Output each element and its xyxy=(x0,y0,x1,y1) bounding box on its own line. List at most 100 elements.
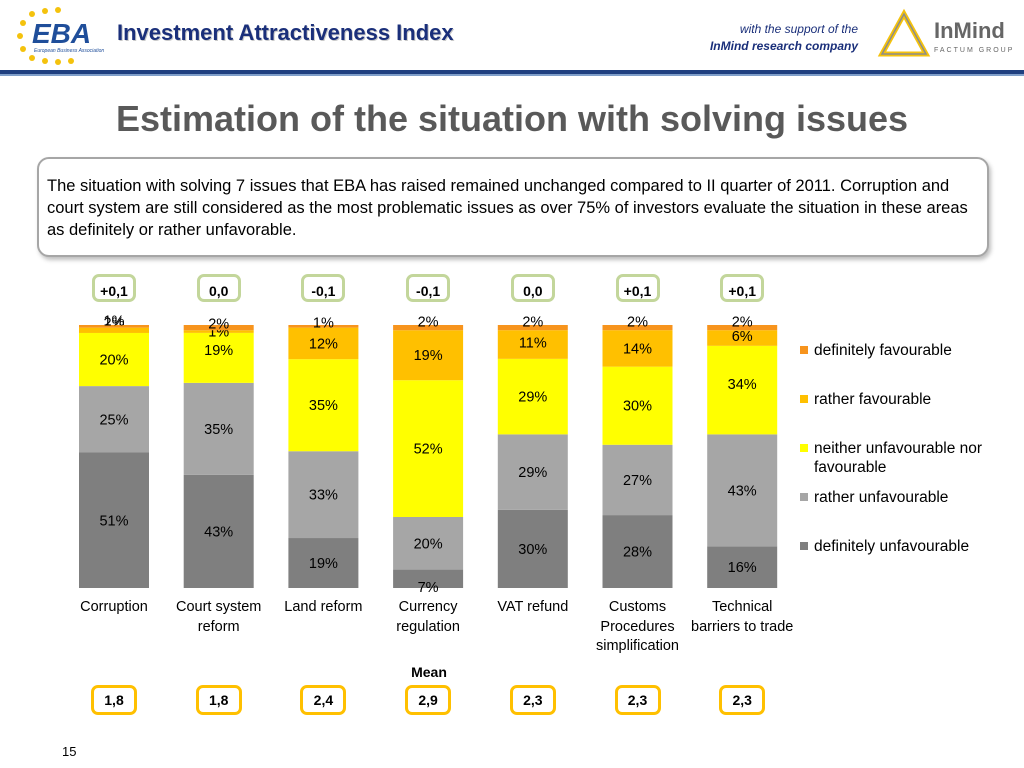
change-badge: 0,0 xyxy=(196,274,241,302)
mean-badge: 1,8 xyxy=(195,685,242,715)
data-label: 43% xyxy=(204,524,233,540)
inmind-logo: InMind FACTUM GROUP xyxy=(876,8,1022,62)
bar-segment xyxy=(79,325,149,328)
change-badge: +0,1 xyxy=(615,274,660,302)
category-label: Currency regulation xyxy=(396,599,460,635)
bar-segment xyxy=(288,327,359,360)
data-label: 28% xyxy=(623,545,652,561)
data-label: 35% xyxy=(309,398,338,414)
change-badge: +0,1 xyxy=(92,274,136,302)
bar-segment xyxy=(79,327,149,333)
bar-segment xyxy=(79,386,149,453)
data-label: 30% xyxy=(518,542,547,558)
header-title: Investment Attractiveness Index xyxy=(117,20,454,45)
summary-box xyxy=(37,157,989,257)
slide-number: 15 xyxy=(62,744,77,759)
data-label: 51% xyxy=(99,513,128,529)
data-label: 2% xyxy=(732,315,753,331)
data-label: 11% xyxy=(519,336,547,352)
data-label: 2% xyxy=(418,315,439,331)
bar-segment xyxy=(602,515,673,588)
svg-text:InMind: InMind xyxy=(934,18,1005,43)
category-label: Land reform xyxy=(284,599,363,615)
bar-segment xyxy=(602,444,673,516)
mean-label: Mean xyxy=(411,664,447,680)
bar-segment xyxy=(497,509,568,588)
legend-swatch xyxy=(800,346,808,354)
bar-segment xyxy=(707,330,778,346)
bar-segment xyxy=(79,452,149,588)
bar-segment xyxy=(497,434,568,510)
summary-text: The situation with solving 7 issues that… xyxy=(47,177,968,239)
legend-swatch xyxy=(800,395,808,403)
bar-segment xyxy=(288,359,359,452)
data-label: 14% xyxy=(623,341,652,357)
change-badge: -0,1 xyxy=(406,274,451,302)
legend-label: neither unfavourable nor favourable xyxy=(814,440,983,476)
data-label: 6% xyxy=(732,329,753,345)
svg-text:European Business Association: European Business Association xyxy=(34,48,104,54)
bar-segment xyxy=(183,325,254,331)
svg-text:EBA: EBA xyxy=(32,18,91,49)
bar-segment xyxy=(497,358,568,435)
legend-label: rather favourable xyxy=(814,391,932,408)
support-text: with the support of the xyxy=(739,22,858,36)
legend-label: definitely favourable xyxy=(814,342,952,359)
data-label: 35% xyxy=(204,422,233,438)
mean-badge: 2,4 xyxy=(300,685,347,715)
data-label: 27% xyxy=(623,473,652,489)
bar-segment xyxy=(497,325,568,331)
legend-label: definitely unfavourable xyxy=(814,538,970,555)
data-label: 30% xyxy=(623,399,652,415)
data-label: 1% xyxy=(313,315,334,331)
data-label: 19% xyxy=(309,556,338,572)
bar-segment xyxy=(707,325,778,331)
bar-segment xyxy=(288,451,359,539)
mean-badge: 2,3 xyxy=(509,685,556,715)
stacked-bar-chart: 51%25%20%2%1%43%35%19%1%2%19%33%35%12%1%… xyxy=(79,313,778,596)
data-label: 7% xyxy=(418,580,439,596)
bar-segment xyxy=(707,434,778,547)
data-label: 16% xyxy=(728,560,757,576)
bar-segment xyxy=(393,380,464,517)
mean-badge: 2,9 xyxy=(405,685,452,715)
legend-swatch xyxy=(800,444,808,452)
data-label: 43% xyxy=(728,483,757,499)
bar-segment xyxy=(183,382,254,475)
data-label: 2% xyxy=(522,315,543,331)
category-label: Customs Procedures simplification xyxy=(596,599,679,654)
bar-segment xyxy=(707,345,778,435)
bar-segment xyxy=(393,569,464,588)
data-label: 20% xyxy=(414,536,443,552)
legend-swatch xyxy=(800,493,808,501)
data-label: 1% xyxy=(104,313,125,329)
bar-segment xyxy=(183,330,254,333)
category-label: Court system reform xyxy=(175,599,262,635)
bar-segment xyxy=(602,330,673,367)
mean-badge: 1,8 xyxy=(91,685,137,715)
legend-label: rather unfavourable xyxy=(814,489,949,506)
data-label: 34% xyxy=(728,377,757,393)
data-label: 29% xyxy=(518,390,547,406)
eba-logo: EBA European Business Association xyxy=(10,6,110,66)
eba-logo-graphic: EBA European Business Association xyxy=(17,7,104,65)
data-label: 12% xyxy=(309,336,338,352)
bar-segment xyxy=(288,325,359,328)
change-badge: +0,1 xyxy=(720,274,765,302)
header-divider xyxy=(0,70,1024,74)
data-label: 52% xyxy=(414,442,443,458)
support-company: InMind research company xyxy=(709,39,858,53)
page-title: Estimation of the situation with solving… xyxy=(115,98,909,139)
bar-segment xyxy=(497,330,568,359)
bar-segment xyxy=(707,546,778,588)
data-label: 19% xyxy=(414,348,443,364)
data-label: 25% xyxy=(99,412,128,428)
data-label: 19% xyxy=(204,343,233,359)
bar-segment xyxy=(183,474,254,588)
header-divider-light xyxy=(0,74,1024,76)
svg-text:FACTUM GROUP: FACTUM GROUP xyxy=(934,47,1014,54)
data-label: 2% xyxy=(627,315,648,331)
data-label: 20% xyxy=(99,353,128,369)
bar-segment xyxy=(79,332,149,387)
data-label: 29% xyxy=(518,465,547,481)
